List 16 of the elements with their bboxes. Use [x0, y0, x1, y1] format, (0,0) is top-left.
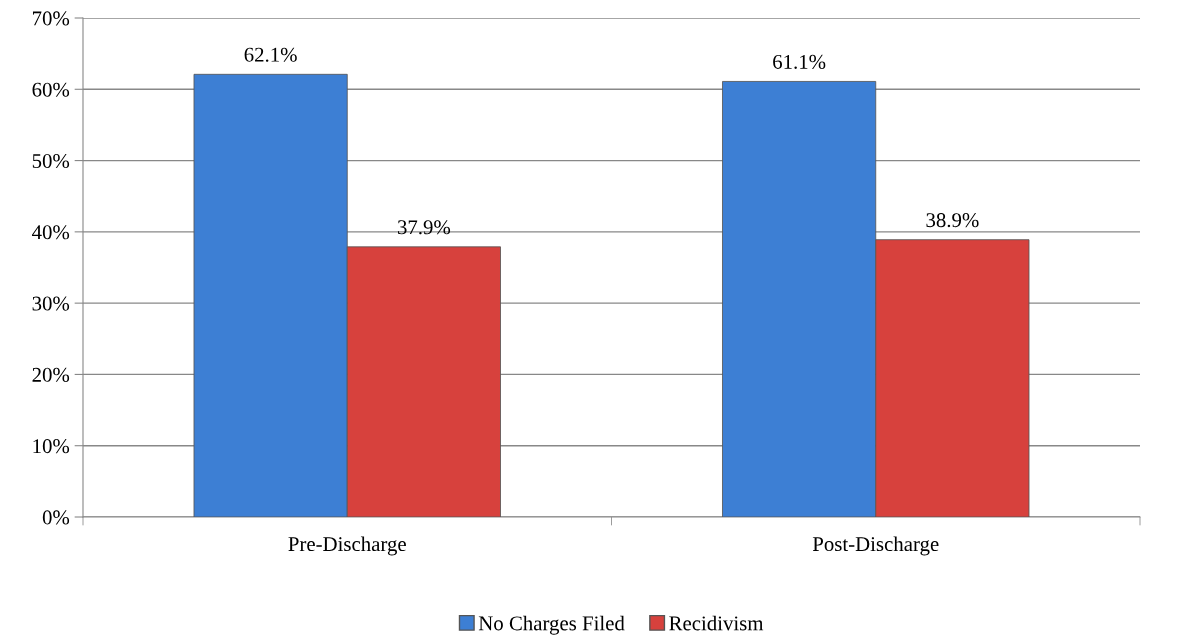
legend-label: No Charges Filed	[478, 615, 625, 635]
x-tick-label: Pre-Discharge	[288, 536, 406, 556]
legend-label: Recidivism	[669, 615, 764, 631]
data-label: 38.9%	[926, 213, 979, 228]
x-tick-label: Post-Discharge	[812, 536, 939, 556]
data-label: 62.1%	[244, 47, 297, 62]
y-tick-label: 0%	[42, 510, 70, 525]
y-tick-label: 20%	[32, 367, 70, 382]
y-tick-label: 40%	[32, 225, 70, 240]
y-tick-label: 50%	[32, 153, 70, 169]
y-tick-label: 30%	[32, 296, 70, 311]
data-label: 61.1%	[773, 54, 826, 69]
y-tick-label: 70%	[32, 11, 70, 26]
y-tick-label: 60%	[32, 82, 70, 97]
y-tick-label: 10%	[33, 439, 70, 454]
data-label: 37.9%	[397, 220, 451, 235]
